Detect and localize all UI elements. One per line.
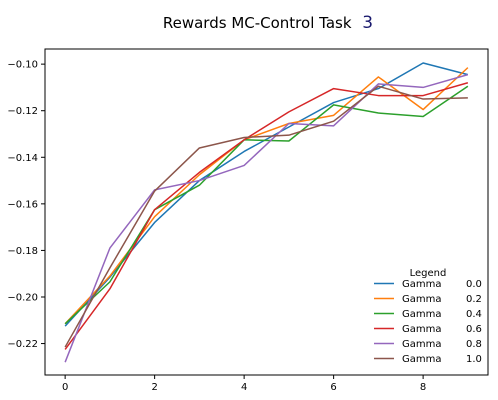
y-tick-label-0: −0.22 [7,339,38,350]
y-tick-label-1: −0.20 [7,292,38,303]
x-tick-label-2: 4 [241,382,247,393]
y-tick-label-3: −0.16 [7,199,38,210]
x-tick-label-1: 2 [151,382,157,393]
legend-label-5: Gamma 1.0 [402,354,482,365]
chart-title-task-number: 3 [362,13,373,33]
y-tick-label-6: −0.10 [7,60,38,71]
chart-title: Rewards MC-Control Task 3 [163,13,373,33]
plot-area [64,62,469,363]
y-tick-label-2: −0.18 [7,246,38,257]
y-axis: −0.22 −0.20 −0.18 −0.16 −0.14 −0.12 −0.10 [7,60,45,350]
y-tick-label-5: −0.12 [7,106,38,117]
legend-label-3: Gamma 0.6 [402,324,482,335]
series-line-5 [64,85,468,348]
series-line-4 [64,73,469,363]
legend-label-4: Gamma 0.8 [402,339,482,350]
x-tick-label-3: 6 [330,382,336,393]
chart-title-text: Rewards MC-Control Task [163,14,352,32]
x-tick-label-4: 8 [420,382,426,393]
x-tick-label-0: 0 [62,382,68,393]
series-line-2 [64,85,469,325]
legend-label-0: Gamma 0.0 [402,279,482,290]
legend-label-1: Gamma 0.2 [402,294,482,305]
legend-title: Legend [410,268,447,279]
series-line-3 [64,82,469,350]
y-tick-label-4: −0.14 [7,153,38,164]
legend-label-2: Gamma 0.4 [402,309,482,320]
plot-frame [44,48,489,376]
x-axis: 0 2 4 6 8 [62,375,426,393]
